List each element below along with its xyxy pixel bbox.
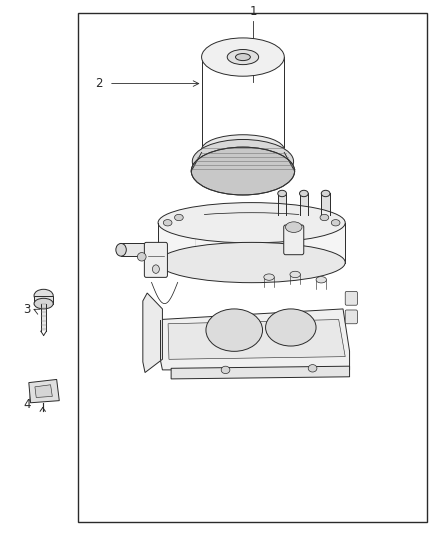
Polygon shape — [168, 319, 345, 359]
Polygon shape — [143, 293, 162, 373]
Text: 2: 2 — [95, 77, 103, 90]
Ellipse shape — [116, 244, 126, 256]
Ellipse shape — [316, 277, 326, 283]
Bar — [41, 304, 46, 331]
Bar — [278, 193, 286, 215]
Ellipse shape — [34, 298, 53, 309]
Ellipse shape — [290, 271, 300, 278]
Ellipse shape — [221, 366, 230, 374]
Ellipse shape — [191, 147, 295, 195]
Ellipse shape — [286, 222, 302, 232]
Ellipse shape — [201, 38, 284, 76]
FancyBboxPatch shape — [145, 243, 167, 277]
Ellipse shape — [175, 214, 183, 221]
Bar — [34, 296, 53, 304]
Polygon shape — [35, 385, 52, 398]
Bar — [191, 150, 295, 176]
Ellipse shape — [158, 243, 345, 282]
Ellipse shape — [264, 274, 274, 280]
Bar — [201, 57, 284, 150]
Bar — [78, 13, 427, 522]
Ellipse shape — [265, 309, 316, 346]
Bar — [121, 244, 158, 256]
Ellipse shape — [158, 203, 345, 243]
Ellipse shape — [163, 220, 172, 226]
Ellipse shape — [300, 212, 308, 218]
FancyBboxPatch shape — [284, 225, 304, 255]
Ellipse shape — [206, 309, 262, 351]
Ellipse shape — [331, 220, 340, 226]
Ellipse shape — [236, 53, 251, 61]
Ellipse shape — [308, 365, 317, 372]
Ellipse shape — [152, 265, 159, 273]
Ellipse shape — [192, 140, 293, 183]
Bar — [158, 223, 345, 263]
FancyBboxPatch shape — [345, 292, 357, 305]
Text: 4: 4 — [23, 398, 30, 411]
Bar — [321, 193, 330, 215]
FancyBboxPatch shape — [345, 310, 357, 324]
Ellipse shape — [34, 289, 53, 302]
Ellipse shape — [321, 212, 330, 218]
Polygon shape — [29, 379, 59, 403]
Ellipse shape — [278, 212, 286, 218]
Ellipse shape — [278, 190, 286, 197]
Ellipse shape — [138, 253, 146, 261]
Text: 3: 3 — [23, 303, 30, 317]
Text: 1: 1 — [249, 5, 257, 18]
Polygon shape — [171, 366, 350, 379]
Ellipse shape — [300, 190, 308, 197]
Bar — [300, 193, 308, 215]
Ellipse shape — [227, 50, 259, 64]
Ellipse shape — [320, 214, 329, 221]
Polygon shape — [160, 309, 350, 370]
Ellipse shape — [321, 190, 330, 197]
Ellipse shape — [201, 135, 284, 165]
